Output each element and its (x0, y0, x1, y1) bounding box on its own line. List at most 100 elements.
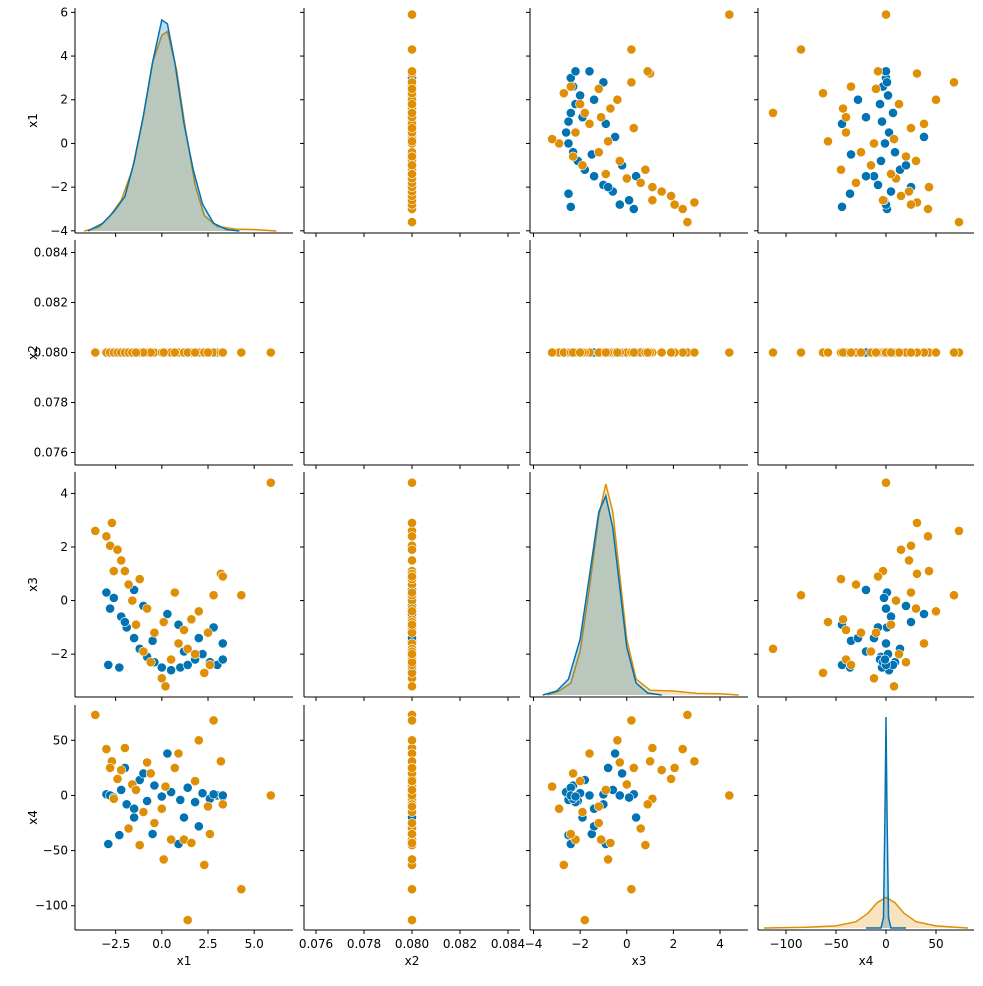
scatter-point-group2-29 (145, 768, 156, 779)
scatter-point-group2-0 (407, 217, 417, 227)
scatter-point-group2-1 (101, 744, 112, 754)
scatter-point-group1-29 (103, 660, 114, 670)
scatter-point-group2-33 (407, 169, 417, 179)
scatter-point-group2-12 (856, 347, 866, 358)
scatter-point-group2-17 (596, 834, 606, 845)
scatter-point-group2-21 (204, 660, 215, 670)
scatter-point-group2-32 (593, 801, 604, 812)
scatter-point-group1-19 (208, 789, 219, 800)
y-tick-label: −50 (43, 844, 68, 858)
y-axis-label-x3: x3 (26, 577, 40, 592)
scatter-point-group2-28 (823, 617, 833, 627)
scatter-point-group1-14 (883, 90, 893, 101)
scatter-point-group1-1 (614, 790, 625, 801)
scatter-point-group1-12 (888, 108, 898, 118)
scatter-point-group1-23 (179, 812, 189, 823)
x-tick-label: 5.0 (245, 937, 264, 951)
scatter-point-group1-17 (570, 66, 581, 77)
scatter-point-group2-18 (838, 103, 848, 114)
scatter-point-group2-7 (924, 566, 934, 576)
scatter-point-group2-17 (596, 112, 606, 123)
scatter-point-group2-8 (635, 823, 646, 834)
scatter-point-group2-24 (873, 66, 883, 77)
scatter-point-group2-17 (841, 625, 851, 635)
scatter-point-group2-8 (851, 177, 861, 188)
scatter-point-group1-20 (919, 609, 929, 619)
scatter-point-group1-22 (901, 160, 911, 171)
scatter-point-group2-26 (724, 790, 735, 801)
scatter-point-group1-10 (561, 127, 571, 138)
scatter-point-group2-13 (156, 673, 167, 684)
scatter-point-group2-30 (866, 160, 876, 171)
scatter-point-group2-29 (901, 151, 911, 162)
scatter-point-group2-23 (645, 756, 655, 767)
scatter-point-group2-27 (182, 915, 193, 925)
scatter-point-group2-7 (924, 182, 934, 192)
scatter-point-group2-16 (584, 748, 595, 759)
y-tick-label: 0 (60, 788, 68, 802)
scatter-point-group2-17 (841, 112, 851, 123)
scatter-point-group2-32 (407, 801, 417, 812)
scatter-point-group2-20 (199, 860, 210, 870)
scatter-point-group2-0 (682, 710, 693, 720)
scatter-point-group1-17 (880, 654, 890, 665)
x-axis-label-x2: x2 (405, 954, 420, 968)
x-tick-label: 0.080 (395, 937, 429, 951)
scatter-point-group2-18 (186, 614, 197, 625)
y-tick-label: −2 (50, 180, 68, 194)
scatter-point-group1-22 (617, 768, 627, 779)
scatter-point-group2-32 (203, 627, 213, 638)
scatter-point-group2-30 (138, 807, 149, 817)
scatter-point-group2-9 (891, 595, 901, 606)
x-tick-label: −4 (525, 937, 543, 951)
scatter-point-group2-0 (954, 526, 964, 536)
scatter-point-group2-31 (407, 776, 417, 786)
scatter-point-group2-7 (647, 743, 658, 753)
scatter-point-group1-21 (846, 149, 856, 160)
scatter-point-group1-12 (182, 660, 193, 670)
x-tick-label: 0.084 (491, 937, 525, 951)
scatter-point-group2-24 (217, 571, 228, 582)
scatter-point-group2-18 (407, 838, 417, 848)
scatter-point-group2-22 (626, 77, 637, 88)
scatter-point-group2-3 (105, 763, 115, 773)
x-tick-label: −2 (571, 937, 589, 951)
scatter-point-group1-26 (600, 118, 611, 129)
scatter-point-group2-30 (577, 807, 588, 817)
scatter-point-group2-12 (856, 627, 866, 638)
x-tick-label: 0.082 (443, 937, 477, 951)
scatter-point-group1-4 (121, 799, 132, 810)
scatter-point-group2-21 (204, 829, 215, 839)
scatter-point-group1-2 (108, 593, 119, 603)
scatter-point-group2-26 (265, 347, 276, 358)
scatter-point-group1-18 (584, 790, 595, 801)
scatter-point-group1-13 (190, 797, 200, 807)
scatter-point-group2-6 (656, 186, 667, 197)
y-tick-label: 0.084 (34, 246, 68, 260)
scatter-point-group2-9 (621, 173, 632, 184)
scatter-point-group2-2 (689, 756, 700, 767)
panel-x3-vs-x3 (526, 472, 748, 701)
scatter-point-group2-12 (407, 818, 417, 828)
scatter-point-group2-14 (547, 347, 557, 358)
scatter-point-group2-20 (199, 668, 210, 678)
scatter-point-group2-30 (866, 646, 876, 657)
scatter-point-group2-7 (120, 743, 130, 753)
scatter-point-group2-1 (407, 531, 417, 542)
scatter-point-group2-18 (838, 614, 848, 625)
scatter-point-group1-14 (575, 90, 585, 101)
scatter-point-group1-20 (610, 131, 620, 142)
scatter-point-group2-34 (628, 123, 639, 134)
scatter-point-group2-6 (116, 765, 127, 775)
scatter-point-group2-33 (886, 619, 896, 630)
scatter-point-group1-9 (880, 138, 890, 149)
scatter-point-group1-14 (197, 788, 208, 799)
scatter-point-group2-34 (906, 123, 916, 134)
panel-x1-vs-x2 (300, 8, 520, 237)
scatter-point-group2-13 (554, 803, 564, 814)
scatter-point-group2-21 (846, 660, 856, 670)
scatter-point-group2-3 (906, 540, 916, 551)
scatter-point-group2-26 (407, 477, 417, 488)
scatter-point-group1-27 (129, 812, 139, 823)
scatter-point-group1-20 (162, 748, 173, 759)
